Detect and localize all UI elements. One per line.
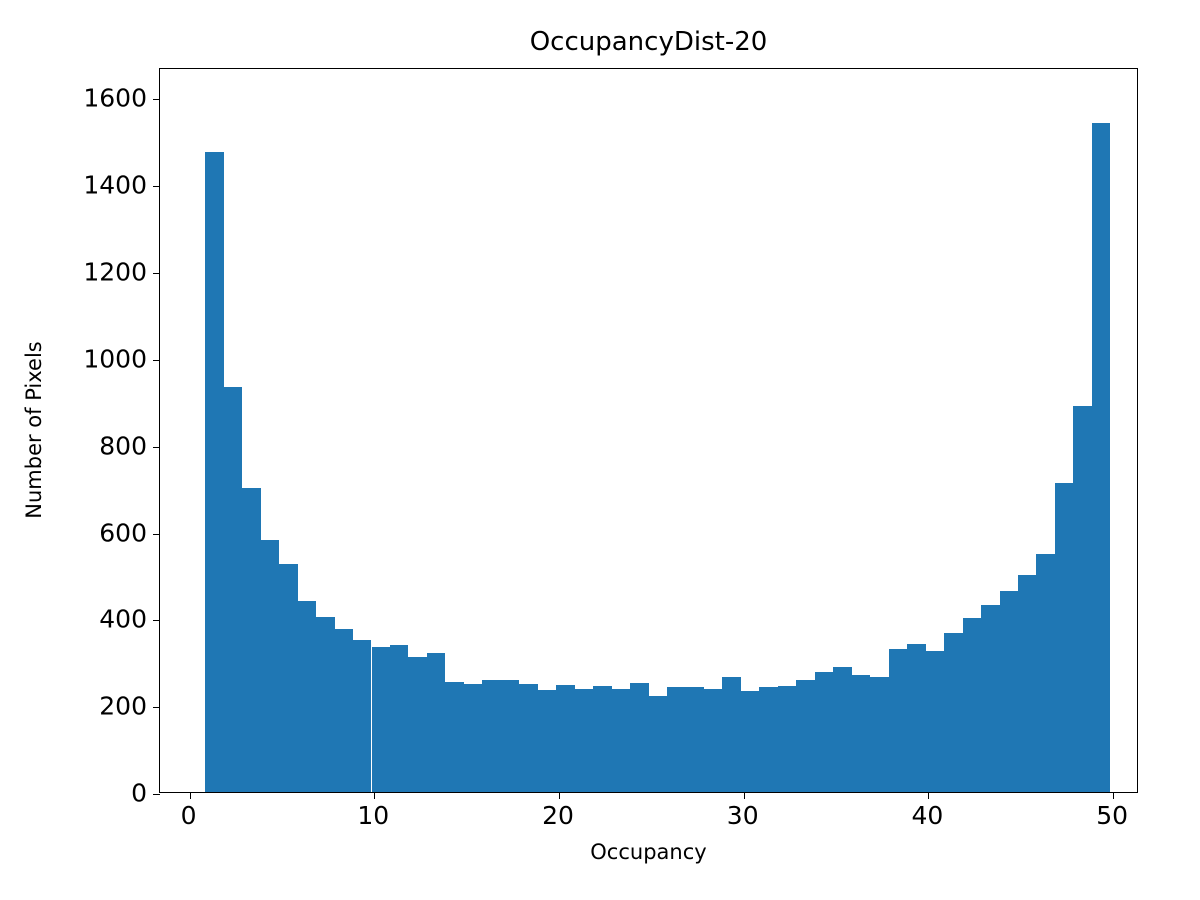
- y-tick-label: 400: [99, 604, 147, 634]
- y-tick-mark: [153, 707, 160, 709]
- x-axis-label: Occupancy: [590, 840, 707, 864]
- y-tick-mark: [153, 186, 160, 188]
- histogram-bar: [740, 690, 760, 792]
- y-tick-mark: [153, 794, 160, 795]
- histogram-bar: [463, 684, 483, 792]
- histogram-bar: [519, 683, 538, 792]
- histogram-bar: [703, 688, 723, 792]
- histogram-bar: [574, 688, 594, 792]
- x-tick-label: 20: [542, 801, 574, 830]
- histogram-bar: [353, 640, 372, 792]
- histogram-bar: [611, 689, 631, 792]
- histogram-bar: [371, 647, 390, 792]
- x-tick-label: 30: [726, 801, 759, 830]
- histogram-bar: [242, 488, 261, 792]
- histogram-bar: [260, 539, 280, 792]
- histogram-bar: [279, 563, 298, 792]
- y-tick-mark: [153, 620, 160, 622]
- histogram-bar: [1018, 574, 1037, 792]
- histogram-bar: [500, 679, 520, 792]
- x-tick-label: 40: [911, 801, 944, 830]
- histogram-bar: [759, 687, 778, 792]
- histogram-bar: [223, 386, 243, 792]
- x-tick-mark: [374, 792, 376, 799]
- histogram-bar: [445, 681, 464, 792]
- histogram-bar: [334, 629, 354, 792]
- histogram-bar: [1073, 406, 1092, 792]
- y-tick-label: 800: [99, 431, 147, 461]
- y-tick-label: 1000: [83, 344, 147, 374]
- histogram-bar: [205, 151, 224, 792]
- histogram-bar: [722, 677, 741, 792]
- plot-area: [153, 68, 1138, 799]
- chart-title: OccupancyDist-20: [529, 27, 768, 57]
- histogram-bar: [962, 618, 982, 792]
- y-axis-label-wrap: Number of Pixels: [22, 0, 52, 900]
- x-tick-mark: [189, 792, 191, 799]
- histogram-bar: [1036, 554, 1055, 792]
- y-tick-label: 600: [99, 518, 147, 548]
- x-tick-mark: [928, 792, 930, 799]
- histogram-bar: [888, 648, 908, 792]
- x-tick-mark: [558, 792, 560, 799]
- y-tick-label: 200: [99, 691, 147, 721]
- y-tick-label: 0: [131, 778, 147, 808]
- y-tick-mark: [153, 446, 160, 448]
- histogram-bar: [389, 645, 409, 792]
- histogram-bar: [833, 666, 852, 792]
- histogram-bar: [814, 671, 834, 792]
- y-tick-mark: [153, 99, 160, 101]
- histogram-bar: [630, 682, 649, 792]
- y-tick-label: 1400: [83, 170, 147, 200]
- histogram-bar: [944, 632, 963, 792]
- y-axis-label: Number of Pixels: [22, 341, 46, 519]
- histogram-bar: [981, 605, 1000, 792]
- histogram-bar: [907, 644, 926, 792]
- histogram-bar: [408, 657, 427, 792]
- histogram-bar: [537, 689, 557, 792]
- histogram-bar: [593, 686, 612, 792]
- y-axis-tick-labels: 0 200 400 600 800 1000 1200 1400 1600: [0, 68, 159, 806]
- y-tick-label: 1200: [83, 257, 147, 287]
- histogram-bars: [160, 69, 1137, 792]
- histogram-bar: [999, 591, 1018, 792]
- histogram-bar: [777, 686, 797, 792]
- histogram-bar: [316, 616, 335, 792]
- histogram-bar: [667, 686, 686, 792]
- x-tick-label: 10: [357, 801, 390, 830]
- histogram-bar: [1054, 482, 1074, 792]
- x-tick-mark: [1113, 792, 1115, 799]
- y-tick-mark: [153, 359, 160, 361]
- histogram-bar: [870, 676, 889, 792]
- histogram-bar: [851, 674, 871, 792]
- histogram-bar: [796, 680, 815, 792]
- histogram-bar: [925, 651, 945, 792]
- x-tick-label: 50: [1096, 801, 1129, 830]
- histogram-bar: [685, 686, 704, 792]
- histogram-bar: [648, 695, 668, 792]
- histogram-bar: [426, 653, 446, 792]
- x-tick-label: 0: [180, 801, 197, 830]
- y-tick-label: 1600: [83, 83, 147, 113]
- histogram-bar: [1091, 123, 1111, 792]
- histogram-bar: [297, 600, 317, 792]
- y-tick-mark: [153, 273, 160, 275]
- x-tick-mark: [743, 792, 745, 799]
- y-tick-mark: [153, 533, 160, 535]
- histogram-bar: [556, 685, 575, 792]
- histogram-bar: [482, 680, 501, 792]
